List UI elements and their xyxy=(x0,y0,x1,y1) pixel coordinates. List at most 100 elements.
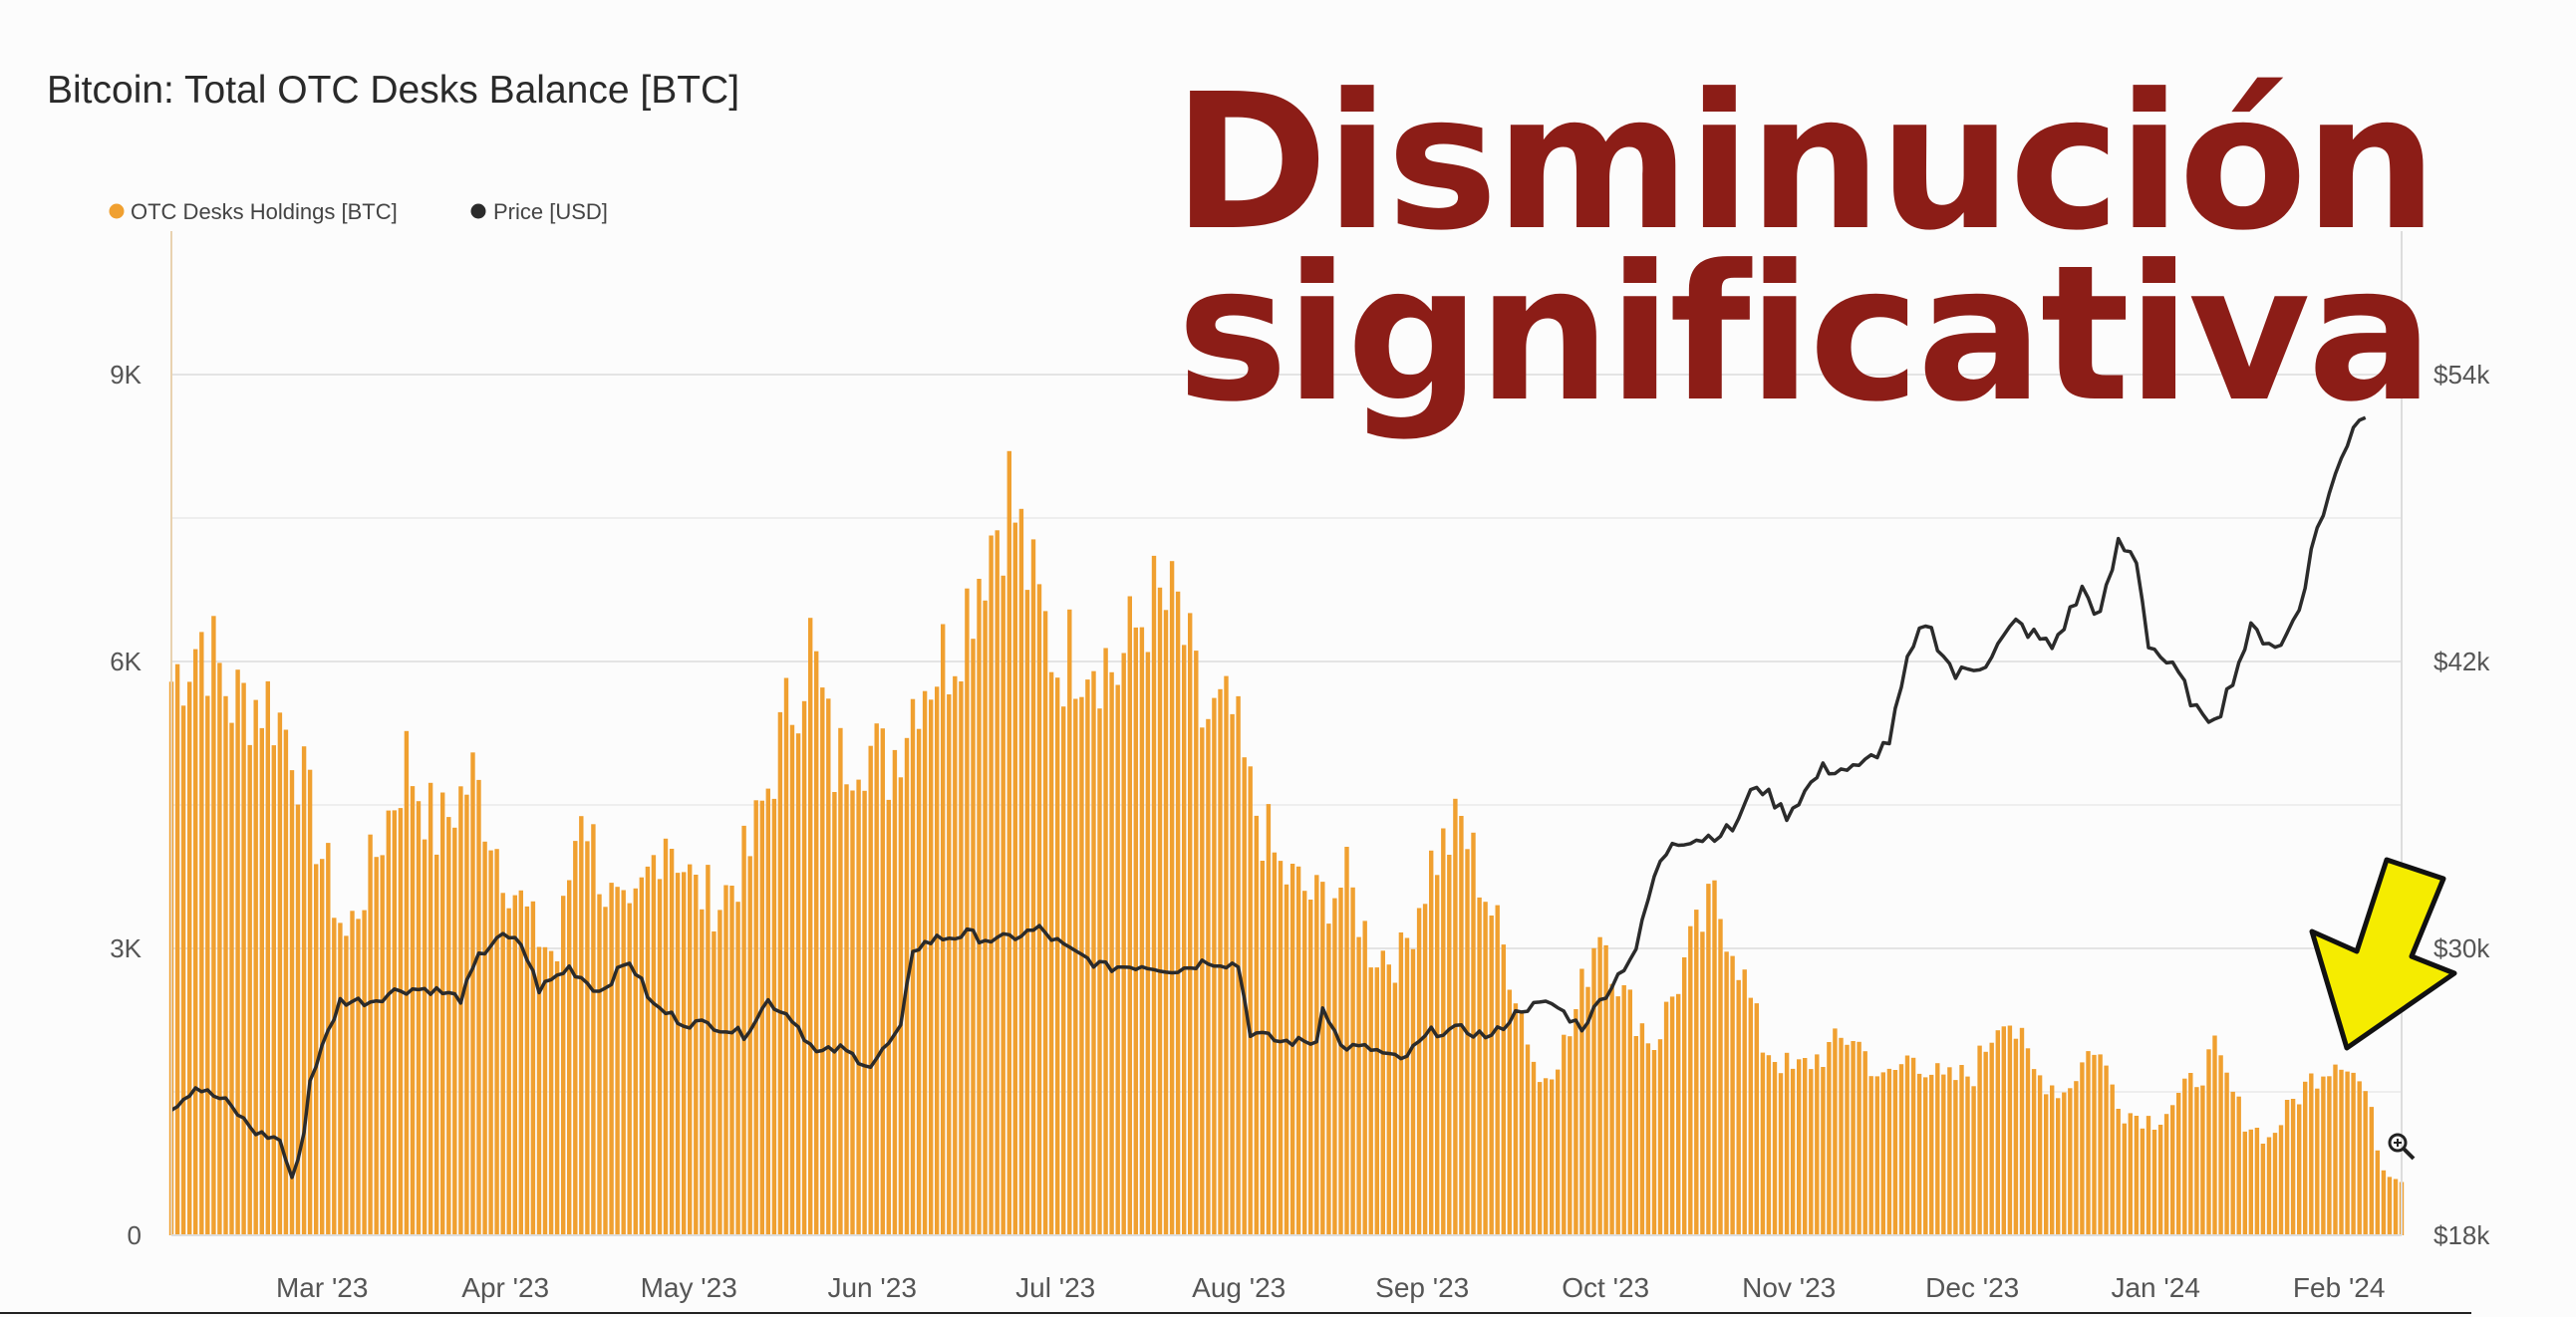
holdings-bar xyxy=(1036,584,1042,1235)
holdings-bar xyxy=(1724,951,1729,1235)
holdings-bar xyxy=(2025,1048,2031,1235)
holdings-bar xyxy=(1676,993,1681,1235)
x-tick-label: Dec '23 xyxy=(1925,1272,2019,1303)
holdings-bar xyxy=(1550,1079,1555,1235)
holdings-bar xyxy=(1501,944,1506,1235)
holdings-bar xyxy=(380,855,385,1235)
holdings-bar xyxy=(1682,957,1687,1235)
holdings-bar xyxy=(199,632,204,1235)
holdings-bar xyxy=(1362,921,1367,1235)
holdings-bar xyxy=(771,798,777,1235)
holdings-bar xyxy=(1857,1041,1861,1235)
holdings-bar xyxy=(1392,982,1398,1235)
holdings-bar xyxy=(868,745,873,1235)
holdings-bar xyxy=(1006,450,1011,1235)
holdings-bar xyxy=(1772,1062,1778,1235)
x-axis-ticks: Mar '23 Apr '23 May '23 Jun '23 Jul '23 Aug '… xyxy=(276,1272,2386,1303)
holdings-bar xyxy=(362,910,367,1235)
y-left-tick-label: 3K xyxy=(110,933,142,963)
holdings-bar xyxy=(241,682,246,1235)
holdings-bar xyxy=(2062,1092,2067,1235)
holdings-bar xyxy=(1248,766,1253,1235)
holdings-bar xyxy=(350,911,355,1235)
holdings-bar xyxy=(783,677,789,1235)
holdings-bar xyxy=(368,834,373,1235)
price-line xyxy=(170,415,2367,1180)
holdings-bar xyxy=(458,786,463,1235)
holdings-bar xyxy=(765,788,770,1235)
holdings-bar xyxy=(1368,967,1373,1235)
holdings-bar xyxy=(1669,996,1675,1235)
holdings-bar xyxy=(2163,1114,2169,1235)
y-right-tick-label: $30k xyxy=(2433,933,2490,963)
holdings-bar xyxy=(1736,979,1741,1235)
holdings-bar xyxy=(307,769,313,1235)
holdings-bar xyxy=(1018,508,1024,1235)
holdings-bar xyxy=(645,866,651,1235)
holdings-bar xyxy=(2086,1051,2091,1235)
y-right-tick-label: $42k xyxy=(2433,647,2490,676)
holdings-bar xyxy=(1073,698,1078,1235)
holdings-bar xyxy=(1127,596,1132,1235)
holdings-bar xyxy=(1851,1041,1856,1235)
holdings-bar xyxy=(2339,1069,2344,1235)
holdings-bar xyxy=(2212,1035,2217,1235)
holdings-bar xyxy=(1947,1067,1952,1235)
legend-marker-price xyxy=(470,203,486,219)
holdings-bar xyxy=(2080,1062,2085,1235)
holdings-bar xyxy=(180,705,186,1235)
holdings-bar xyxy=(1079,696,1084,1235)
holdings-bar xyxy=(344,935,349,1235)
holdings-bar xyxy=(2224,1072,2229,1235)
holdings-bar xyxy=(1308,900,1313,1235)
line-series-price xyxy=(170,415,2367,1180)
holdings-bar xyxy=(494,849,499,1235)
holdings-bar xyxy=(1910,1057,1916,1235)
holdings-bar xyxy=(1657,1039,1663,1235)
holdings-bar xyxy=(989,535,994,1235)
holdings-bar xyxy=(174,663,180,1235)
holdings-bar xyxy=(2218,1055,2223,1235)
holdings-bar xyxy=(1332,898,1337,1235)
holdings-bar xyxy=(259,727,264,1235)
holdings-bar xyxy=(2122,1123,2127,1235)
holdings-bar xyxy=(1977,1045,1982,1235)
holdings-bar xyxy=(694,875,699,1235)
holdings-bar xyxy=(338,922,343,1235)
holdings-bar xyxy=(1326,923,1331,1235)
holdings-bar xyxy=(2050,1085,2055,1235)
holdings-bar xyxy=(1410,948,1416,1235)
holdings-bar xyxy=(1712,880,1717,1235)
legend-label-otc-holdings[interactable]: OTC Desks Holdings [BTC] xyxy=(131,199,398,224)
holdings-bar xyxy=(1971,1086,1976,1235)
holdings-bar xyxy=(1862,1051,1867,1235)
holdings-bar xyxy=(2098,1054,2103,1235)
holdings-bar xyxy=(916,728,922,1235)
holdings-bar xyxy=(2236,1096,2241,1235)
holdings-bar xyxy=(609,883,614,1235)
holdings-bar xyxy=(965,588,970,1235)
zoom-cursor-icon[interactable] xyxy=(2388,1133,2416,1161)
holdings-bar xyxy=(1531,1061,1537,1235)
holdings-bar xyxy=(247,744,252,1235)
holdings-bar xyxy=(1151,555,1157,1235)
holdings-bar xyxy=(1935,1063,1940,1235)
holdings-bar xyxy=(880,728,885,1235)
holdings-bar xyxy=(488,850,493,1235)
holdings-bar xyxy=(506,908,511,1235)
holdings-bar xyxy=(983,600,988,1235)
holdings-bar xyxy=(2110,1084,2115,1235)
holdings-bar xyxy=(1821,1067,1826,1235)
holdings-bar xyxy=(597,894,602,1235)
holdings-bar xyxy=(2013,1038,2019,1235)
holdings-bar xyxy=(554,961,560,1235)
holdings-bar xyxy=(1892,1070,1898,1235)
holdings-bar xyxy=(706,865,711,1235)
holdings-bar xyxy=(416,801,422,1235)
holdings-bar xyxy=(1965,1076,1970,1235)
holdings-bar xyxy=(464,794,469,1235)
holdings-bar xyxy=(700,909,705,1235)
holdings-bar xyxy=(2200,1085,2205,1235)
holdings-bar xyxy=(1272,852,1278,1235)
legend-label-price[interactable]: Price [USD] xyxy=(493,199,608,224)
